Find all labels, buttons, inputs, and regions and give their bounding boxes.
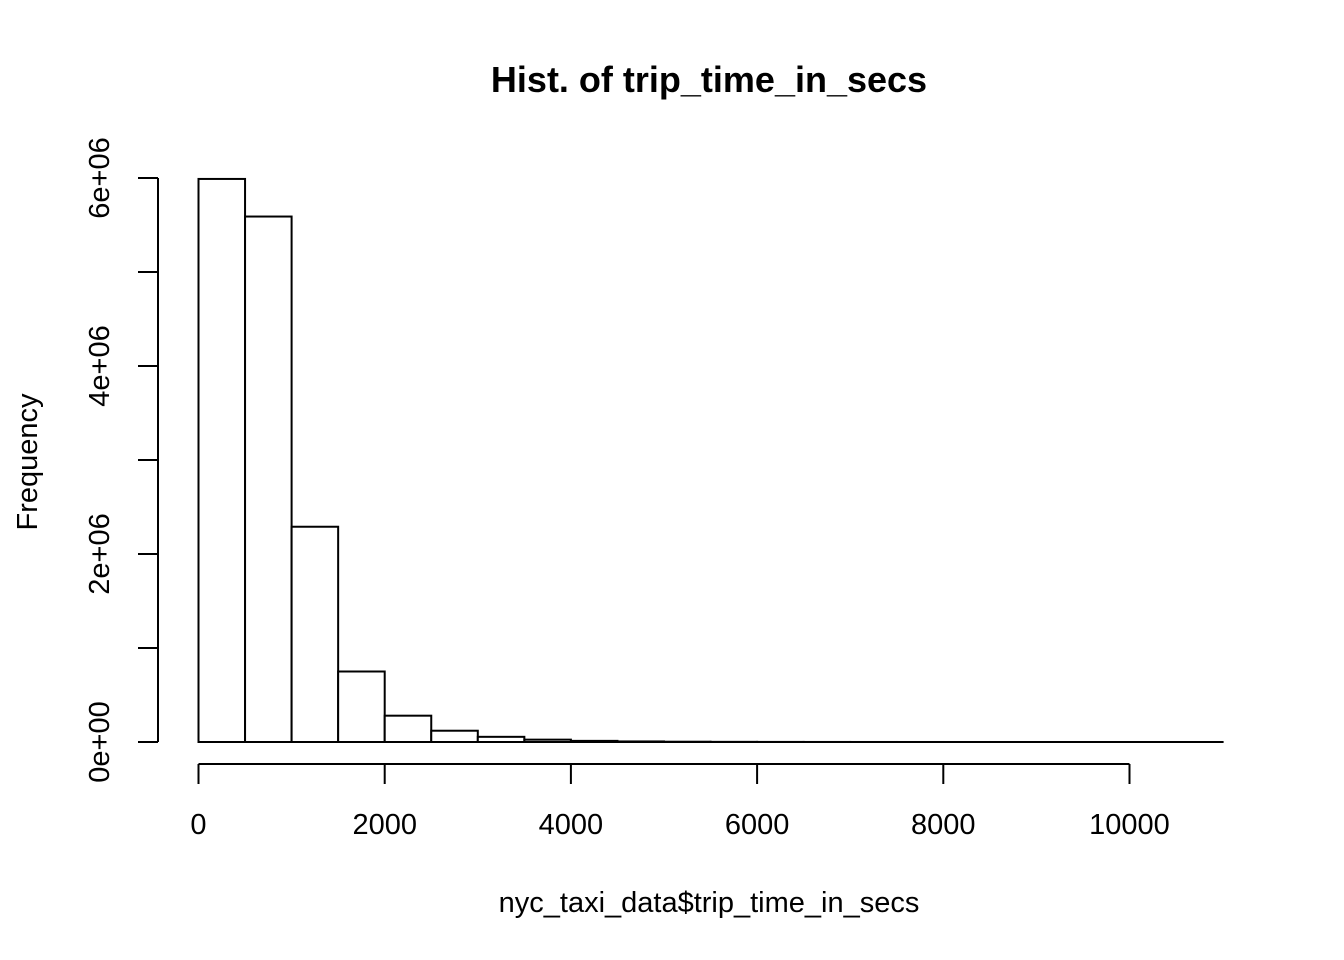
histogram-bar xyxy=(616,740,666,743)
y-axis-label: Frequency xyxy=(12,393,44,531)
histogram-bar xyxy=(476,735,526,744)
x-tick-label: 8000 xyxy=(911,809,976,841)
y-tick-label: 0e+00 xyxy=(84,701,116,782)
histogram-bar xyxy=(290,525,340,743)
x-tick-label: 0 xyxy=(190,809,206,841)
histogram-bar xyxy=(430,729,479,743)
y-tick-label: 2e+06 xyxy=(84,513,116,594)
histogram-bar xyxy=(523,738,572,744)
x-tick-label: 2000 xyxy=(352,809,417,841)
histogram-bar xyxy=(383,714,433,743)
x-axis: 0 2000 4000 6000 8000 10000 xyxy=(190,763,1170,841)
y-tick-label: 4e+06 xyxy=(84,325,116,406)
chart-title: Hist. of trip_time_in_secs xyxy=(491,59,927,100)
histogram-bar xyxy=(569,739,619,744)
histogram-bar xyxy=(337,670,386,743)
histogram-bar xyxy=(244,215,293,744)
x-tick-label: 4000 xyxy=(539,809,604,841)
x-tick-label: 10000 xyxy=(1089,809,1170,841)
y-axis: 0e+00 2e+06 4e+06 6e+06 xyxy=(84,137,159,783)
y-tick-label: 6e+06 xyxy=(84,137,116,218)
bars-group xyxy=(197,177,1224,744)
x-tick-label: 6000 xyxy=(725,809,790,841)
histogram-bar xyxy=(197,177,247,743)
x-axis-label: nyc_taxi_data$trip_time_in_secs xyxy=(499,887,920,919)
